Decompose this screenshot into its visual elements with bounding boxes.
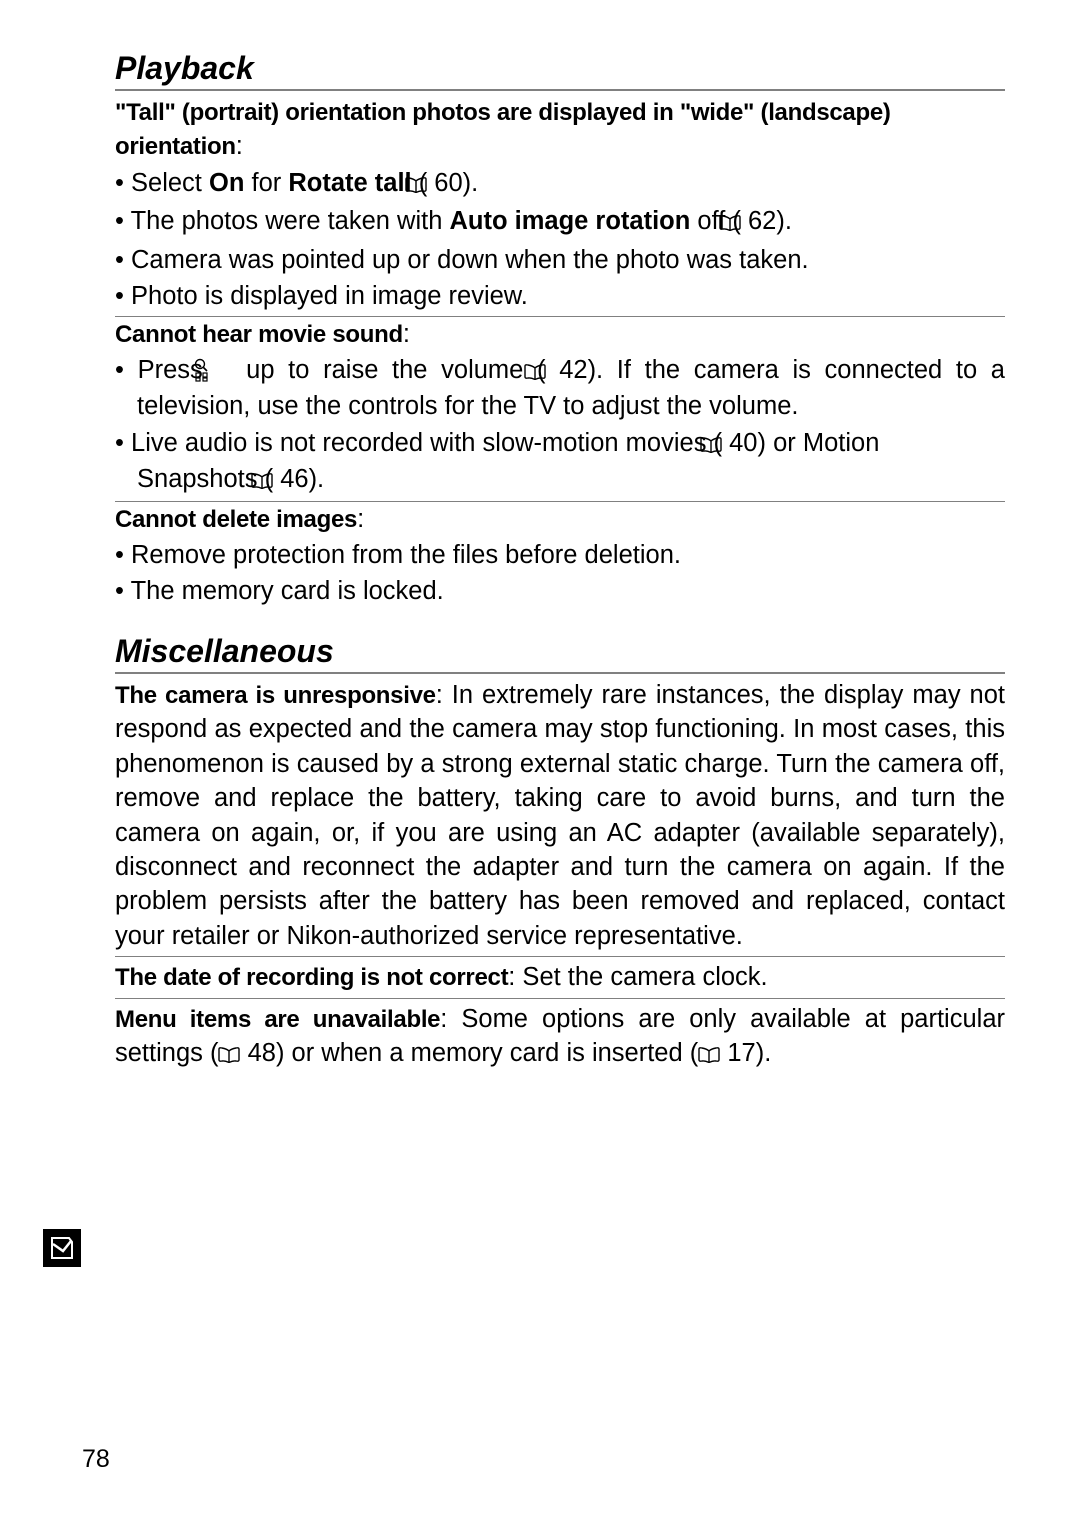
zoom-icon bbox=[216, 357, 232, 381]
text-bold: On bbox=[209, 169, 244, 197]
issue-menu-unavailable: Menu items are unavailable: Some options… bbox=[115, 1002, 1005, 1073]
section-tab-icon bbox=[43, 1229, 81, 1267]
page-ref: 62 bbox=[748, 207, 776, 235]
page-ref: 46 bbox=[280, 465, 308, 493]
issue-title: "Tall" (portrait) orientation photos are… bbox=[115, 99, 891, 160]
page-ref: 42 bbox=[559, 356, 587, 384]
list-item: The photos were taken with Auto image ro… bbox=[115, 204, 1005, 240]
book-icon bbox=[698, 1038, 720, 1072]
list-item: Photo is displayed in image review. bbox=[115, 279, 1005, 313]
page-ref: 40 bbox=[729, 429, 757, 457]
page-ref: 60 bbox=[434, 169, 462, 197]
list-item: Select On for Rotate tall ( 60). bbox=[115, 166, 1005, 202]
issue-title: Cannot hear movie sound bbox=[115, 321, 403, 348]
issue-movie-sound: Cannot hear movie sound: bbox=[115, 317, 1005, 351]
text: for bbox=[244, 169, 288, 197]
text: Live audio is not recorded with slow-mot… bbox=[131, 429, 722, 457]
list-item: Camera was pointed up or down when the p… bbox=[115, 243, 1005, 277]
page-number: 78 bbox=[82, 1445, 110, 1474]
text: ). bbox=[776, 207, 792, 235]
text: Select bbox=[131, 169, 209, 197]
text: ) or when a memory card is inserted ( bbox=[276, 1039, 698, 1067]
text: ). bbox=[463, 169, 479, 197]
text: ). bbox=[756, 1039, 772, 1067]
issue-title: Cannot delete images bbox=[115, 506, 357, 533]
issue-title: The camera is unresponsive bbox=[115, 682, 436, 709]
section-title-playback: Playback bbox=[115, 50, 1005, 91]
book-icon bbox=[218, 1038, 240, 1072]
page-ref: 17 bbox=[727, 1039, 755, 1067]
page-content: Playback "Tall" (portrait) orientation p… bbox=[115, 50, 1005, 1073]
issue-delete-images: Cannot delete images: bbox=[115, 502, 1005, 536]
text: The photos were taken with bbox=[131, 207, 450, 235]
issue-date: The date of recording is not correct: Se… bbox=[115, 960, 1005, 998]
list-item: Press up to raise the volume ( 42). If t… bbox=[115, 353, 1005, 424]
issue-title: Menu items are unavailable bbox=[115, 1006, 440, 1033]
text: : In extremely rare instances, the displ… bbox=[115, 681, 1005, 950]
issue-title: The date of recording is not correct bbox=[115, 964, 508, 991]
list-item: The memory card is locked. bbox=[115, 574, 1005, 608]
list-item: Remove protection from the files before … bbox=[115, 538, 1005, 572]
section-title-misc: Miscellaneous bbox=[115, 633, 1005, 674]
text-bold: Auto image rotation bbox=[450, 207, 691, 235]
page-ref: 48 bbox=[248, 1039, 276, 1067]
issue-unresponsive: The camera is unresponsive: In extremely… bbox=[115, 678, 1005, 957]
issue-tall-orientation: "Tall" (portrait) orientation photos are… bbox=[115, 95, 1005, 164]
text: up to raise the volume ( bbox=[232, 356, 545, 384]
bullet-list: Select On for Rotate tall ( 60). The pho… bbox=[115, 166, 1005, 314]
text: : Set the camera clock. bbox=[508, 963, 767, 991]
bullet-list: Remove protection from the files before … bbox=[115, 538, 1005, 609]
bullet-list: Press up to raise the volume ( 42). If t… bbox=[115, 353, 1005, 499]
text: ). bbox=[309, 465, 325, 493]
text-bold: Rotate tall bbox=[288, 169, 411, 197]
list-item: Live audio is not recorded with slow-mot… bbox=[115, 426, 1005, 499]
